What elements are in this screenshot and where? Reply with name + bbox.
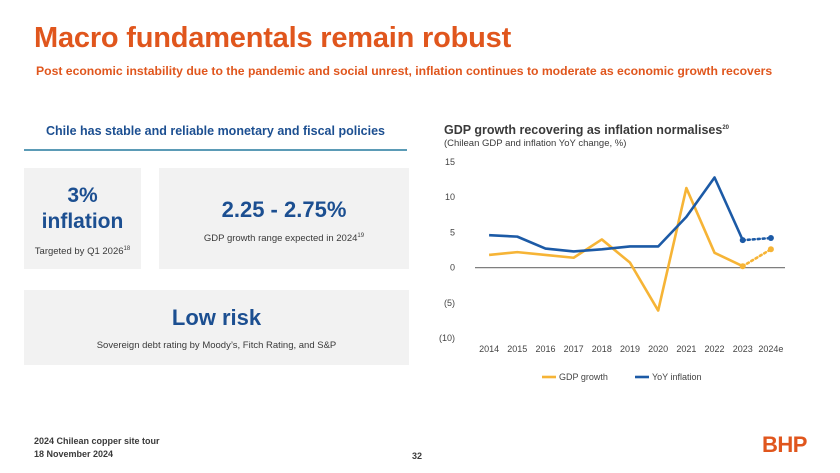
legend-label: YoY inflation: [652, 372, 702, 382]
inflation-target-line2: inflation: [41, 210, 124, 233]
gdp-range-caption: GDP growth range expected in 202419: [203, 232, 365, 244]
y-tick-label: (10): [439, 333, 455, 343]
x-tick-label: 2024e: [758, 344, 783, 354]
series-marker: [767, 235, 774, 242]
x-tick-label: 2016: [535, 344, 555, 354]
y-tick-label: (5): [444, 298, 455, 308]
inflation-target-line1: 3%: [67, 184, 98, 207]
bhp-logo: BHP: [762, 432, 807, 457]
inflation-target-card: 3% inflation Targeted by Q1 202618: [24, 168, 141, 269]
series-line-yoy-inflation: [489, 176, 744, 253]
x-tick-label: 2019: [620, 344, 640, 354]
policy-heading: Chile has stable and reliable monetary a…: [45, 124, 385, 138]
y-tick-label: 5: [450, 227, 455, 237]
risk-caption: Sovereign debt rating by Moody’s, Fitch …: [96, 340, 337, 351]
page-number: 32: [412, 451, 423, 461]
gdp-inflation-chart: 15 10 5 0 (5) (10) 2014 2015 2016 2017 2018 2019 202…: [439, 157, 785, 382]
page-subtitle: Post economic instability due to the pan…: [36, 64, 773, 78]
x-tick-label: 2020: [648, 344, 668, 354]
inflation-target-caption: Targeted by Q1 202618: [34, 245, 131, 257]
x-tick-label: 2014: [479, 344, 499, 354]
y-tick-label: 0: [450, 263, 455, 273]
x-tick-label: 2015: [507, 344, 527, 354]
series-marker: [739, 237, 746, 244]
series-marker: [767, 246, 774, 253]
series-projection-yoy-inflation: [741, 236, 773, 242]
footer-date: 18 November 2024: [34, 449, 114, 459]
legend-label: GDP growth: [559, 372, 608, 382]
series-marker: [739, 263, 746, 270]
footer-event: 2024 Chilean copper site tour: [34, 436, 160, 446]
x-tick-label: 2022: [705, 344, 725, 354]
x-tick-label: 2018: [592, 344, 612, 354]
series-line-gdp-growth: [488, 186, 744, 312]
x-tick-label: 2021: [676, 344, 696, 354]
gdp-range-value: 2.25 - 2.75%: [221, 197, 347, 222]
series-projection-gdp-growth: [741, 247, 773, 268]
page-title: Macro fundamentals remain robust: [34, 22, 512, 54]
policy-heading-divider: [24, 149, 407, 151]
chart-title: GDP growth recovering as inflation norma…: [444, 123, 729, 137]
y-tick-label: 10: [445, 192, 455, 202]
x-tick-label: 2023: [733, 344, 753, 354]
y-tick-label: 15: [445, 157, 455, 167]
chart-subtitle: (Chilean GDP and inflation YoY change, %…: [444, 138, 627, 149]
inflation-target-value: 3% inflation: [24, 183, 141, 235]
x-tick-label: 2017: [564, 344, 584, 354]
risk-card: Low risk Sovereign debt rating by Moody’…: [24, 290, 409, 365]
gdp-range-card: 2.25 - 2.75% GDP growth range expected i…: [159, 168, 409, 269]
risk-value: Low risk: [171, 305, 262, 330]
